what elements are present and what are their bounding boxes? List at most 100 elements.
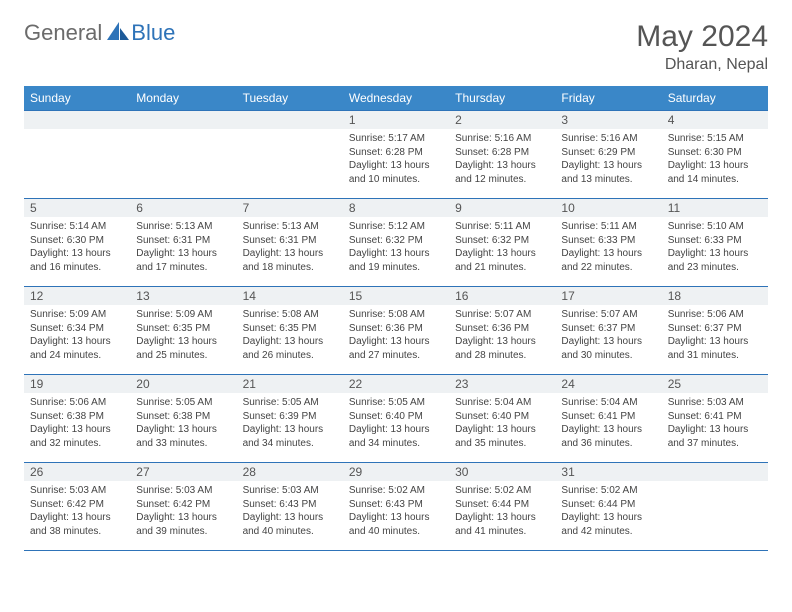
calendar-day-cell: 18Sunrise: 5:06 AMSunset: 6:37 PMDayligh…: [662, 287, 768, 375]
day-number: 19: [24, 375, 130, 393]
day-number: 22: [343, 375, 449, 393]
day-details: [237, 129, 343, 189]
day-details: Sunrise: 5:16 AMSunset: 6:28 PMDaylight:…: [449, 129, 555, 190]
sunrise-text: Sunrise: 5:17 AM: [349, 132, 443, 146]
daylight-text: Daylight: 13 hours and 14 minutes.: [668, 159, 762, 186]
sunset-text: Sunset: 6:44 PM: [455, 498, 549, 512]
calendar-day-cell: 2Sunrise: 5:16 AMSunset: 6:28 PMDaylight…: [449, 111, 555, 199]
sunset-text: Sunset: 6:35 PM: [136, 322, 230, 336]
day-number: 28: [237, 463, 343, 481]
daylight-text: Daylight: 13 hours and 42 minutes.: [561, 511, 655, 538]
calendar-day-cell: 12Sunrise: 5:09 AMSunset: 6:34 PMDayligh…: [24, 287, 130, 375]
sunrise-text: Sunrise: 5:08 AM: [349, 308, 443, 322]
calendar-day-cell: 26Sunrise: 5:03 AMSunset: 6:42 PMDayligh…: [24, 463, 130, 551]
calendar-day-cell: 8Sunrise: 5:12 AMSunset: 6:32 PMDaylight…: [343, 199, 449, 287]
calendar-day-cell: 28Sunrise: 5:03 AMSunset: 6:43 PMDayligh…: [237, 463, 343, 551]
title-block: May 2024 Dharan, Nepal: [636, 20, 768, 74]
location-label: Dharan, Nepal: [636, 56, 768, 74]
sunset-text: Sunset: 6:30 PM: [668, 146, 762, 160]
calendar-week-row: 1Sunrise: 5:17 AMSunset: 6:28 PMDaylight…: [24, 111, 768, 199]
calendar-day-cell: 11Sunrise: 5:10 AMSunset: 6:33 PMDayligh…: [662, 199, 768, 287]
sunrise-text: Sunrise: 5:08 AM: [243, 308, 337, 322]
sunrise-text: Sunrise: 5:04 AM: [561, 396, 655, 410]
brand-part2: Blue: [131, 20, 175, 46]
day-details: Sunrise: 5:17 AMSunset: 6:28 PMDaylight:…: [343, 129, 449, 190]
sunset-text: Sunset: 6:40 PM: [455, 410, 549, 424]
weekday-header: Wednesday: [343, 86, 449, 111]
sunset-text: Sunset: 6:30 PM: [30, 234, 124, 248]
day-details: [662, 481, 768, 541]
day-number: 15: [343, 287, 449, 305]
sunset-text: Sunset: 6:37 PM: [668, 322, 762, 336]
weekday-header: Monday: [130, 86, 236, 111]
calendar-day-cell: 16Sunrise: 5:07 AMSunset: 6:36 PMDayligh…: [449, 287, 555, 375]
daylight-text: Daylight: 13 hours and 34 minutes.: [243, 423, 337, 450]
day-details: Sunrise: 5:03 AMSunset: 6:42 PMDaylight:…: [130, 481, 236, 542]
sunrise-text: Sunrise: 5:03 AM: [136, 484, 230, 498]
day-details: Sunrise: 5:14 AMSunset: 6:30 PMDaylight:…: [24, 217, 130, 278]
day-number: 5: [24, 199, 130, 217]
calendar-day-cell: 3Sunrise: 5:16 AMSunset: 6:29 PMDaylight…: [555, 111, 661, 199]
calendar-day-cell: 22Sunrise: 5:05 AMSunset: 6:40 PMDayligh…: [343, 375, 449, 463]
calendar-day-cell: 19Sunrise: 5:06 AMSunset: 6:38 PMDayligh…: [24, 375, 130, 463]
day-number: 12: [24, 287, 130, 305]
day-number: 26: [24, 463, 130, 481]
day-number: 31: [555, 463, 661, 481]
sunrise-text: Sunrise: 5:07 AM: [455, 308, 549, 322]
weekday-header: Friday: [555, 86, 661, 111]
calendar-day-cell: 15Sunrise: 5:08 AMSunset: 6:36 PMDayligh…: [343, 287, 449, 375]
day-details: Sunrise: 5:05 AMSunset: 6:40 PMDaylight:…: [343, 393, 449, 454]
day-details: Sunrise: 5:12 AMSunset: 6:32 PMDaylight:…: [343, 217, 449, 278]
sunset-text: Sunset: 6:44 PM: [561, 498, 655, 512]
day-details: [24, 129, 130, 189]
calendar-day-cell: 6Sunrise: 5:13 AMSunset: 6:31 PMDaylight…: [130, 199, 236, 287]
calendar-day-cell: 23Sunrise: 5:04 AMSunset: 6:40 PMDayligh…: [449, 375, 555, 463]
day-number: 29: [343, 463, 449, 481]
day-details: Sunrise: 5:13 AMSunset: 6:31 PMDaylight:…: [237, 217, 343, 278]
sunset-text: Sunset: 6:42 PM: [30, 498, 124, 512]
calendar-day-cell: 24Sunrise: 5:04 AMSunset: 6:41 PMDayligh…: [555, 375, 661, 463]
sunset-text: Sunset: 6:41 PM: [668, 410, 762, 424]
sunrise-text: Sunrise: 5:03 AM: [668, 396, 762, 410]
day-details: Sunrise: 5:03 AMSunset: 6:42 PMDaylight:…: [24, 481, 130, 542]
sunrise-text: Sunrise: 5:03 AM: [30, 484, 124, 498]
day-details: Sunrise: 5:10 AMSunset: 6:33 PMDaylight:…: [662, 217, 768, 278]
day-details: Sunrise: 5:09 AMSunset: 6:34 PMDaylight:…: [24, 305, 130, 366]
daylight-text: Daylight: 13 hours and 26 minutes.: [243, 335, 337, 362]
sunrise-text: Sunrise: 5:13 AM: [136, 220, 230, 234]
sunrise-text: Sunrise: 5:04 AM: [455, 396, 549, 410]
sunset-text: Sunset: 6:36 PM: [349, 322, 443, 336]
daylight-text: Daylight: 13 hours and 34 minutes.: [349, 423, 443, 450]
sunset-text: Sunset: 6:38 PM: [136, 410, 230, 424]
sunrise-text: Sunrise: 5:05 AM: [136, 396, 230, 410]
sunrise-text: Sunrise: 5:05 AM: [243, 396, 337, 410]
daylight-text: Daylight: 13 hours and 22 minutes.: [561, 247, 655, 274]
day-details: Sunrise: 5:02 AMSunset: 6:44 PMDaylight:…: [555, 481, 661, 542]
day-details: [130, 129, 236, 189]
day-details: Sunrise: 5:05 AMSunset: 6:39 PMDaylight:…: [237, 393, 343, 454]
day-number: 4: [662, 111, 768, 129]
sunset-text: Sunset: 6:28 PM: [349, 146, 443, 160]
sunset-text: Sunset: 6:32 PM: [455, 234, 549, 248]
day-details: Sunrise: 5:02 AMSunset: 6:43 PMDaylight:…: [343, 481, 449, 542]
day-details: Sunrise: 5:04 AMSunset: 6:40 PMDaylight:…: [449, 393, 555, 454]
daylight-text: Daylight: 13 hours and 41 minutes.: [455, 511, 549, 538]
weekday-header: Tuesday: [237, 86, 343, 111]
calendar-day-cell: 27Sunrise: 5:03 AMSunset: 6:42 PMDayligh…: [130, 463, 236, 551]
calendar-day-cell: 5Sunrise: 5:14 AMSunset: 6:30 PMDaylight…: [24, 199, 130, 287]
day-details: Sunrise: 5:11 AMSunset: 6:32 PMDaylight:…: [449, 217, 555, 278]
daylight-text: Daylight: 13 hours and 21 minutes.: [455, 247, 549, 274]
day-number: 17: [555, 287, 661, 305]
day-details: Sunrise: 5:05 AMSunset: 6:38 PMDaylight:…: [130, 393, 236, 454]
calendar-day-cell: [24, 111, 130, 199]
daylight-text: Daylight: 13 hours and 33 minutes.: [136, 423, 230, 450]
day-number: 16: [449, 287, 555, 305]
brand-part1: General: [24, 20, 102, 46]
calendar-day-cell: 30Sunrise: 5:02 AMSunset: 6:44 PMDayligh…: [449, 463, 555, 551]
sunrise-text: Sunrise: 5:02 AM: [349, 484, 443, 498]
daylight-text: Daylight: 13 hours and 16 minutes.: [30, 247, 124, 274]
sunset-text: Sunset: 6:31 PM: [243, 234, 337, 248]
day-details: Sunrise: 5:16 AMSunset: 6:29 PMDaylight:…: [555, 129, 661, 190]
daylight-text: Daylight: 13 hours and 24 minutes.: [30, 335, 124, 362]
sunset-text: Sunset: 6:38 PM: [30, 410, 124, 424]
